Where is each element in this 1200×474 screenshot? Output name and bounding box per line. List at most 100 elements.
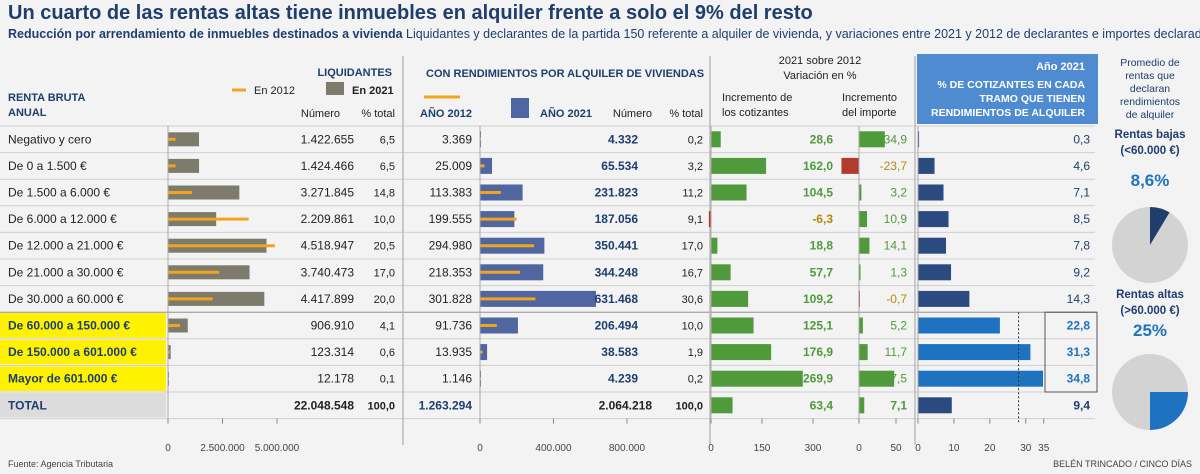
row-label: De 30.000 a 60.000 €	[8, 292, 124, 306]
inc-imp-axis-tick-label: 0	[856, 443, 862, 454]
inc-cot-axis-tick-label: 0	[708, 443, 714, 454]
pct-cotizantes-bar	[918, 370, 1043, 387]
liq-2021-value: 1.424.466	[301, 159, 355, 173]
inc-importe-bar	[859, 211, 868, 228]
pct-axis-tick-label: 35	[1038, 443, 1050, 454]
alq-pct-value: 0,2	[688, 374, 703, 386]
alq-pct-value: 3,2	[688, 161, 703, 173]
source-note: Fuente: Agencia Tributaria	[8, 459, 114, 469]
inc-cotizantes-value: 28,6	[810, 132, 834, 146]
header-renta: RENTA BRUTA	[8, 92, 85, 104]
liq-2021-value: 123.314	[311, 345, 355, 359]
inc-cotizantes-value: 18,8	[810, 239, 834, 253]
pct-cotizantes-value: 31,3	[1067, 345, 1091, 359]
pie-slice	[1150, 207, 1170, 245]
alq-2012-value: 3.369	[442, 132, 472, 146]
liq-2021-value: 3.740.473	[301, 265, 355, 279]
inc-importe-value: 11,7	[885, 345, 908, 359]
header-pct-total: % total	[361, 108, 395, 120]
pct-axis-tick-label: 30	[1020, 443, 1032, 454]
alq-2021-value: 187.056	[595, 212, 639, 226]
pct-cotizantes-bar	[918, 264, 952, 281]
highlight-bracket	[1044, 311, 1098, 393]
inc-cotizantes-bar	[711, 344, 772, 361]
liq-2021-bar	[168, 132, 200, 147]
legend-2021-swatch	[326, 82, 344, 95]
inc-importe-value: 34,9	[884, 132, 908, 146]
alq-2021-value: 631.468	[595, 292, 639, 306]
alq-2021-value: 231.823	[595, 186, 639, 200]
inc-importe-value: 5,2	[890, 319, 907, 333]
inc-importe-value: 3,2	[890, 186, 907, 200]
alq-pct-value: 17,0	[682, 241, 703, 253]
alq-2021-value: 350.441	[595, 239, 639, 253]
alq-2021-value: 4.239	[608, 372, 638, 386]
total-liq-pct: 100,0	[367, 400, 395, 412]
pct-cotizantes-value: 22,8	[1067, 319, 1091, 333]
header-ano2021: % DE COTIZANTES EN CADA	[937, 79, 1085, 91]
liq-2021-value: 1.422.655	[301, 132, 355, 146]
pct-cotizantes-bar	[918, 131, 920, 148]
alq-2021-value: 206.494	[595, 319, 639, 333]
pct-cotizantes-bar	[918, 317, 1000, 334]
pct-axis-tick-label: 0	[915, 443, 921, 454]
liq-2021-value: 12.178	[317, 372, 354, 386]
liq-2021-value: 4.518.947	[301, 239, 355, 253]
liq-axis-tick-label: 2.500.000	[200, 443, 245, 454]
pct-cotizantes-bar	[918, 237, 947, 254]
header-inc-importe: Incremento	[842, 92, 897, 104]
pie-label: Rentas bajas	[1115, 129, 1186, 141]
header-ano2021: Año 2021	[1036, 61, 1085, 73]
header-ano-2012: AÑO 2012	[420, 107, 472, 120]
total-alq-2012: 1.263.294	[419, 398, 473, 412]
pie-label: Rentas altas	[1116, 289, 1184, 301]
inc-importe-bar	[859, 131, 885, 148]
header-inc-cotizantes: Incremento de	[722, 92, 792, 104]
inc-importe-bar	[859, 317, 863, 334]
legend-2012-label: En 2012	[254, 85, 295, 97]
liq-pct-value: 6,5	[380, 161, 395, 173]
inc-importe-value: -0,7	[886, 292, 907, 306]
total-inc-importe-bar	[859, 397, 865, 414]
total-inc-cotizantes-bar	[711, 397, 733, 414]
pie-value-label: 8,6%	[1131, 171, 1170, 190]
inc-cotizantes-value: 125,1	[803, 319, 833, 333]
row-label: Mayor de 601.000 €	[8, 372, 118, 386]
liq-pct-value: 20,0	[374, 294, 395, 306]
liq-pct-value: 4,1	[380, 321, 395, 333]
inc-importe-bar	[859, 370, 895, 387]
alq-axis-tick-label: 0	[477, 443, 483, 454]
header-promedio: de alquiler	[1126, 109, 1175, 121]
alq-2021-bar	[480, 344, 488, 361]
alq-2021-value: 4.332	[608, 132, 638, 146]
pct-cotizantes-value: 34,8	[1067, 372, 1091, 386]
header-ano2021: RENDIMIENTOS DE ALQUILER	[931, 107, 1085, 119]
inc-importe-bar	[859, 184, 862, 201]
pct-axis-tick-label: 20	[984, 443, 996, 454]
inc-cotizantes-bar	[711, 157, 767, 174]
header-numero: Número	[301, 108, 340, 120]
row-label: De 150.000 a 601.000 €	[8, 345, 137, 359]
liq-pct-value: 14,8	[374, 188, 395, 200]
chart-title: Un cuarto de las rentas altas tiene inmu…	[8, 2, 813, 24]
alq-pct-value: 10,0	[682, 321, 703, 333]
alq-2012-value: 13.935	[435, 345, 472, 359]
inc-importe-bar	[859, 264, 861, 281]
liq-2021-bar	[168, 291, 265, 306]
pct-cotizantes-value: 9,2	[1073, 265, 1090, 279]
alq-2021-bar	[480, 290, 596, 307]
liq-pct-value: 10,0	[374, 214, 395, 226]
row-label: De 12.000 a 21.000 €	[8, 239, 124, 253]
liq-pct-value: 6,5	[380, 134, 395, 146]
pct-cotizantes-value: 4,6	[1073, 159, 1090, 173]
liq-pct-value: 17,0	[374, 267, 395, 279]
alq-2012-value: 1.146	[442, 372, 472, 386]
alq-pct-value: 9,1	[688, 214, 703, 226]
inc-cotizantes-bar	[711, 290, 749, 307]
liq-2021-bar	[168, 185, 240, 200]
inc-cot-axis-tick-label: 300	[805, 443, 822, 454]
pct-cotizantes-bar	[918, 211, 949, 228]
header-promedio: declaran	[1130, 83, 1170, 95]
row-label: De 21.000 a 30.000 €	[8, 265, 124, 279]
